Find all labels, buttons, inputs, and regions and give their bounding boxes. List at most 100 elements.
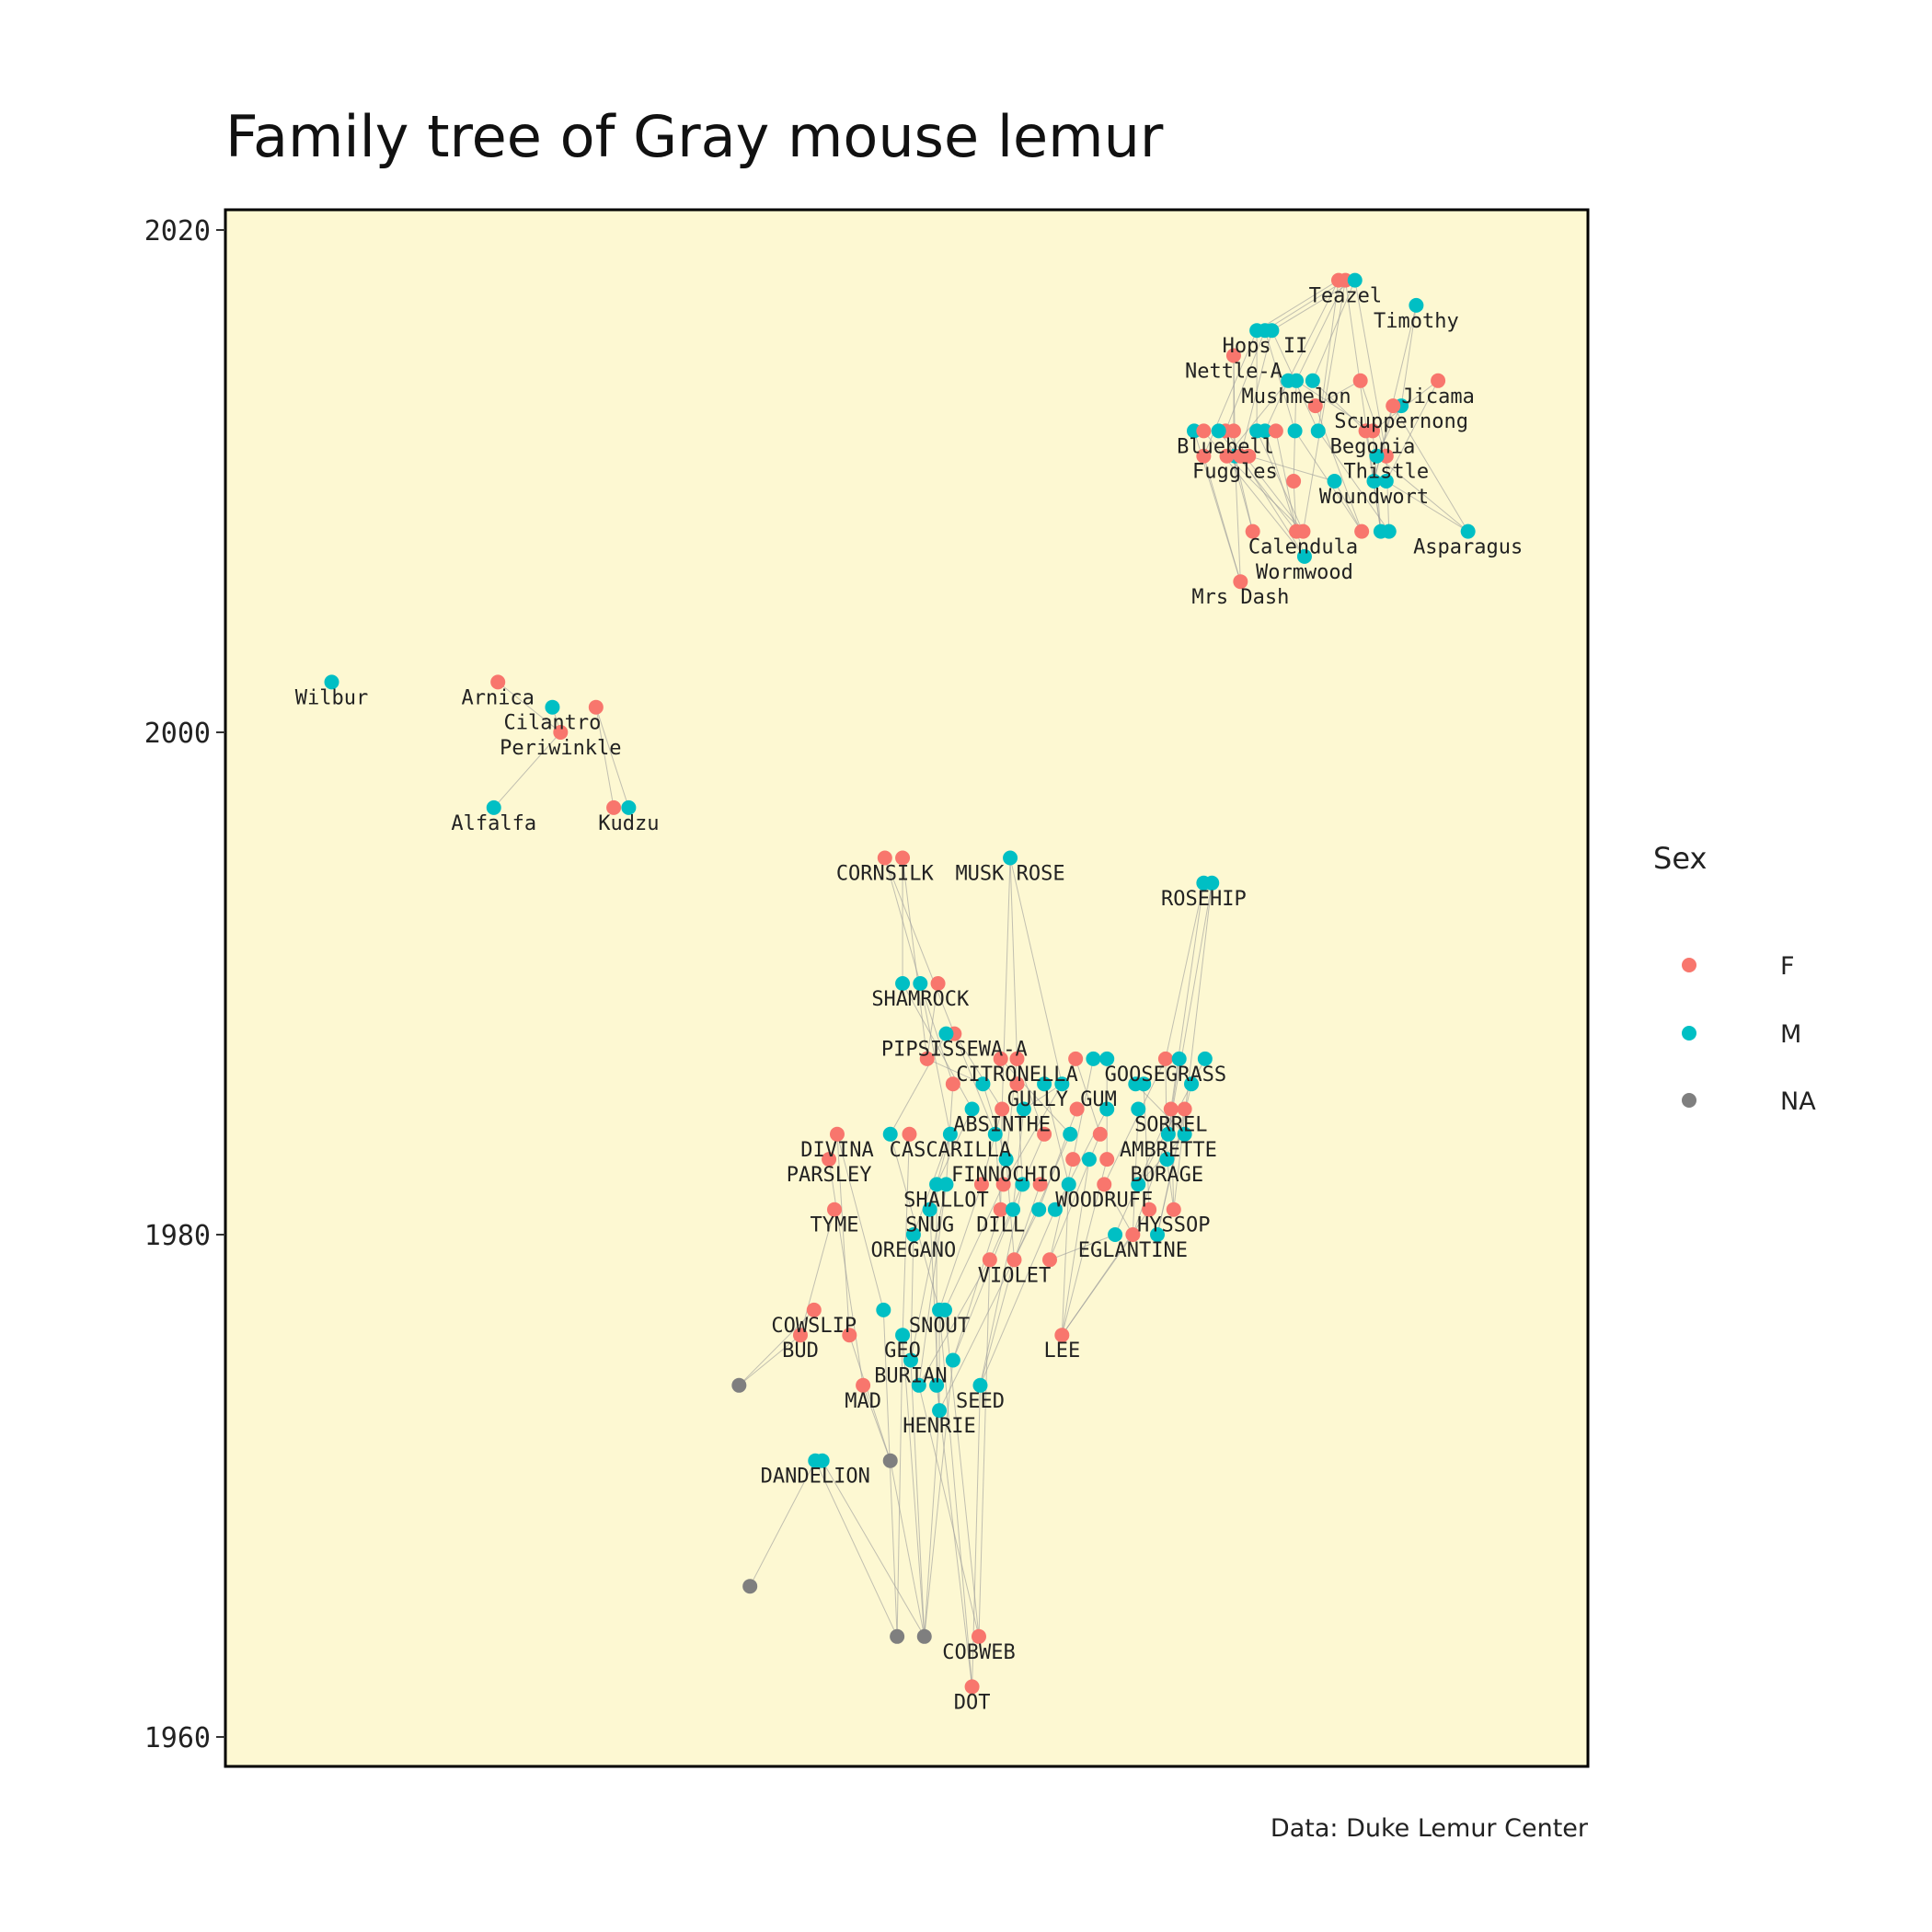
family-edge — [1132, 1133, 1169, 1236]
lemur-name-label: Fuggles — [1192, 461, 1278, 484]
family-edge — [1075, 1058, 1101, 1134]
lemur-name-label: Mrs Dash — [1191, 586, 1289, 609]
edges-layer — [493, 280, 1469, 1687]
lemur-node — [995, 1101, 1010, 1117]
family-edge — [980, 1209, 1056, 1386]
lemur-name-label: EGLANTINE — [1078, 1239, 1188, 1262]
lemur-name-label: Calendula — [1248, 536, 1358, 559]
family-edge — [1226, 380, 1289, 457]
lemur-name-label: Timothy — [1374, 310, 1459, 333]
lemur-node — [1159, 1152, 1175, 1167]
lemur-name-label: COWSLIP — [771, 1315, 857, 1338]
family-edge — [1202, 431, 1305, 558]
lemur-node — [1409, 297, 1424, 313]
lemur-name-label: Woundwort — [1319, 486, 1429, 509]
lemur-node — [545, 699, 560, 715]
family-edge — [924, 1410, 940, 1637]
lemur-node — [1097, 1177, 1112, 1192]
family-edge — [1287, 280, 1340, 382]
lemur-name-label: Thistle — [1343, 461, 1429, 484]
lemur-node — [890, 1628, 905, 1644]
lemur-name-label: MAD — [845, 1390, 881, 1413]
family-edge — [1239, 330, 1272, 456]
lemur-node — [973, 1177, 989, 1192]
lemur-name-label: DIVINA — [800, 1139, 873, 1162]
lemur-node — [1032, 1177, 1048, 1192]
family-edge — [884, 857, 955, 1034]
lemur-name-label: GULLY GUM — [1007, 1088, 1117, 1111]
lemur-node — [1219, 448, 1235, 464]
family-edge — [944, 1184, 1005, 1311]
family-edge — [978, 1259, 991, 1637]
lemur-node — [822, 1152, 837, 1167]
lemur-node — [1142, 1202, 1157, 1217]
lemur-name-label: ROSEHIP — [1161, 888, 1247, 911]
lemur-node — [938, 1026, 954, 1041]
lemur-node — [1016, 1101, 1031, 1117]
lemur-name-label: Begonia — [1330, 435, 1416, 458]
family-edge — [938, 1309, 973, 1687]
family-edge — [1170, 882, 1204, 1110]
family-edge — [918, 1385, 980, 1637]
lemur-name-label: ABSINTHE — [953, 1114, 1051, 1137]
family-edge — [1165, 882, 1204, 1060]
family-edge — [926, 1058, 983, 1085]
y-tick-label: 1980 — [144, 1220, 211, 1252]
lemur-node — [882, 1453, 898, 1468]
lemur-node — [929, 1377, 945, 1393]
lemur-node — [1061, 1177, 1076, 1192]
family-edge — [890, 1133, 940, 1311]
y-tick-label: 2000 — [144, 718, 211, 750]
family-edge — [1239, 455, 1305, 558]
lemur-node — [1131, 1177, 1146, 1192]
family-edge — [595, 707, 629, 809]
family-edge — [982, 1084, 1007, 1160]
family-edge — [918, 1259, 991, 1386]
family-edge — [929, 1133, 951, 1210]
lemur-node — [905, 1227, 921, 1242]
legend: Sex F M NA — [1653, 841, 1816, 1116]
family-edge — [938, 1184, 983, 1311]
lemur-node — [945, 1076, 960, 1092]
lemur-node — [1305, 373, 1320, 388]
family-edge — [926, 983, 939, 1059]
family-edge — [497, 682, 561, 733]
lemur-name-label: TYME — [811, 1214, 859, 1237]
lemur-node — [1054, 1076, 1070, 1092]
family-edge — [1264, 280, 1346, 331]
lemur-node — [1225, 348, 1241, 363]
lemur-node — [1003, 850, 1018, 866]
lemur-name-label: DANDELION — [761, 1466, 870, 1489]
family-edge — [1225, 330, 1266, 431]
lemur-node — [1330, 272, 1346, 288]
family-edge — [1233, 355, 1236, 456]
family-edge — [1009, 857, 1063, 1085]
lemur-node — [1081, 1152, 1097, 1167]
family-edge — [1103, 1058, 1167, 1185]
lemur-name-label: Cilantro — [503, 712, 601, 735]
family-edge — [919, 983, 951, 1134]
lemur-node — [1366, 474, 1382, 489]
family-edge — [1375, 405, 1402, 456]
lemur-name-label: OREGANO — [871, 1239, 957, 1262]
lemur-node — [971, 1628, 986, 1644]
lemur-node — [922, 1202, 937, 1217]
lemur-node — [913, 976, 928, 991]
lemur-node — [621, 799, 637, 815]
family-edge — [1202, 330, 1258, 456]
lemur-name-label: LEE — [1043, 1340, 1080, 1363]
lemur-name-label: HYSSOP — [1137, 1214, 1210, 1237]
family-edge — [1143, 1084, 1150, 1210]
lemur-node — [1015, 1177, 1030, 1192]
lemur-node — [1204, 875, 1220, 891]
lemur-node — [972, 1377, 988, 1393]
family-edge — [848, 1335, 891, 1461]
lemur-node — [1310, 423, 1326, 439]
family-edge — [836, 1133, 884, 1311]
lemur-node — [902, 1126, 917, 1142]
lemur-node — [929, 1177, 945, 1192]
family-edge — [828, 1159, 864, 1386]
family-edge — [910, 1234, 914, 1361]
lemur-node — [1245, 523, 1260, 539]
